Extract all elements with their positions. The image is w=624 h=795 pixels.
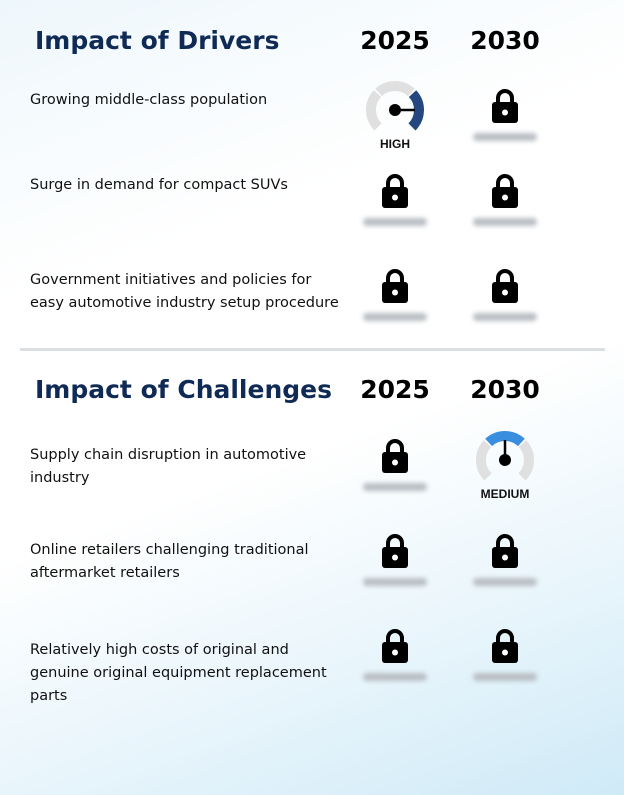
driver-label-3: Government initiatives and policies for … [30,272,339,311]
locked-value-blur [473,218,537,226]
gauge-segment [518,440,534,481]
gauge-segment [366,90,382,131]
cell-0-2-1[interactable] [450,255,560,321]
gauge-icon [366,81,424,131]
challenge-label-3: Relatively high costs of original and ge… [30,642,327,704]
challenges-title: Impact of Challenges [35,375,332,404]
drivers-title: Impact of Drivers [35,26,280,55]
locked-value-blur [363,218,427,226]
cell-0-0-0: HIGH [340,75,450,151]
lock-icon[interactable] [490,172,520,210]
cell-0-1-1[interactable] [450,160,560,226]
challenges-year-2025: 2025 [360,375,430,404]
locked-value-blur [363,673,427,681]
cell-1-1-0[interactable] [340,520,450,586]
lock-icon[interactable] [490,267,520,305]
gauge-segment [476,440,492,481]
cell-0-0-1[interactable] [450,75,560,141]
cell-1-2-0[interactable] [340,615,450,681]
challenge-label-2: Online retailers challenging traditional… [30,542,309,581]
gauge-icon [476,431,534,481]
lock-icon[interactable] [490,87,520,125]
cell-0-1-0[interactable] [340,160,450,226]
locked-value-blur [473,313,537,321]
gauge-active-segment [408,90,424,131]
section-divider [20,348,605,351]
lock-icon[interactable] [380,532,410,570]
driver-label-2: Surge in demand for compact SUVs [30,177,288,193]
gauge-level-label: MEDIUM [480,487,530,501]
locked-value-blur [473,578,537,586]
lock-icon[interactable] [490,532,520,570]
challenges-year-2030: 2030 [470,375,540,404]
lock-icon[interactable] [380,172,410,210]
challenge-label-1: Supply chain disruption in automotive in… [30,447,307,486]
driver-label-1: Growing middle-class population [30,92,268,108]
lock-icon[interactable] [380,627,410,665]
gauge-level-label: HIGH [380,137,410,151]
cell-0-2-0[interactable] [340,255,450,321]
cell-1-1-1[interactable] [450,520,560,586]
gauge-hub [389,104,401,116]
locked-value-blur [363,578,427,586]
cell-1-0-1: MEDIUM [450,425,560,501]
drivers-year-2025: 2025 [360,26,430,55]
cell-1-0-0[interactable] [340,425,450,491]
locked-value-blur [473,673,537,681]
lock-icon[interactable] [380,267,410,305]
gauge-active-segment [485,431,525,447]
gauge-hub [499,454,511,466]
locked-value-blur [363,483,427,491]
cell-1-2-1[interactable] [450,615,560,681]
lock-icon[interactable] [380,437,410,475]
lock-icon[interactable] [490,627,520,665]
gauge-segment [375,81,415,97]
locked-value-blur [363,313,427,321]
drivers-year-2030: 2030 [470,26,540,55]
locked-value-blur [473,133,537,141]
